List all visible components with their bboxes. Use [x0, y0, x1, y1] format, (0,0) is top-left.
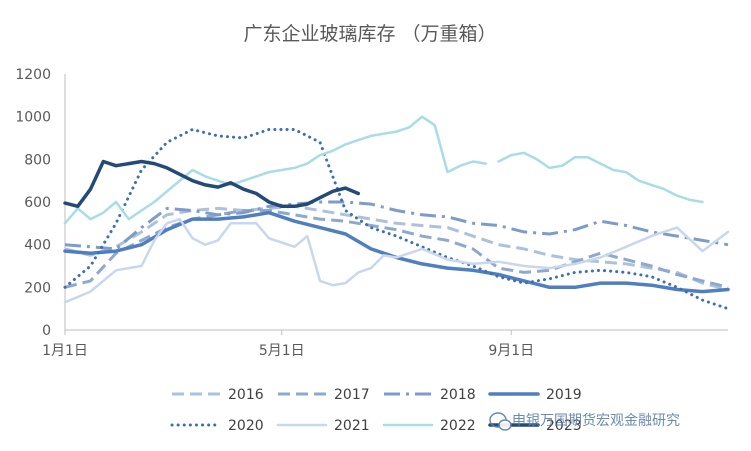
legend-label-2021: 2021: [334, 418, 370, 434]
legend-label-2020: 2020: [228, 418, 264, 434]
y-tick-label: 1000: [15, 110, 51, 126]
chart-title: 广东企业玻璃库存 （万重箱）: [243, 23, 496, 45]
y-tick-label: 600: [24, 195, 51, 211]
y-tick-label: 0: [42, 323, 51, 339]
series-line-2021: [63, 217, 730, 304]
series-layer: [63, 115, 730, 311]
axes: 0 200 400 600 800 1000 1200 1月1日 5月1日 9月1日: [15, 67, 728, 359]
series-line-2022: [63, 115, 704, 225]
y-tick-label: 400: [24, 238, 51, 254]
series-line-2016: [64, 204, 729, 291]
x-tick-label: 5月1日: [259, 343, 305, 359]
y-tick-label: 800: [24, 152, 51, 168]
series-line-2018: [64, 200, 729, 251]
y-tick-label: 200: [24, 280, 51, 296]
x-tick-label: 1月1日: [42, 343, 88, 359]
legend-label-2023: 2023: [546, 418, 582, 434]
legend-label-2018: 2018: [440, 387, 476, 403]
legend-label-2019: 2019: [546, 387, 582, 403]
legend-label-2017: 2017: [334, 387, 370, 403]
x-tick-label: 9月1日: [488, 343, 534, 359]
watermark: 申银万国期货宏观金融研究: [489, 412, 680, 431]
series-line-2023: [63, 159, 361, 209]
y-tick-label: 1200: [15, 67, 51, 83]
legend-label-2022: 2022: [440, 418, 476, 434]
legend-label-2016: 2016: [228, 387, 264, 403]
wechat-icon: [489, 412, 512, 431]
watermark-text: 申银万国期货宏观金融研究: [512, 412, 680, 429]
series-line-2020: [63, 128, 730, 311]
legend: 2016 2017 2018 2019 2020 2021 2022 2023: [170, 387, 582, 434]
